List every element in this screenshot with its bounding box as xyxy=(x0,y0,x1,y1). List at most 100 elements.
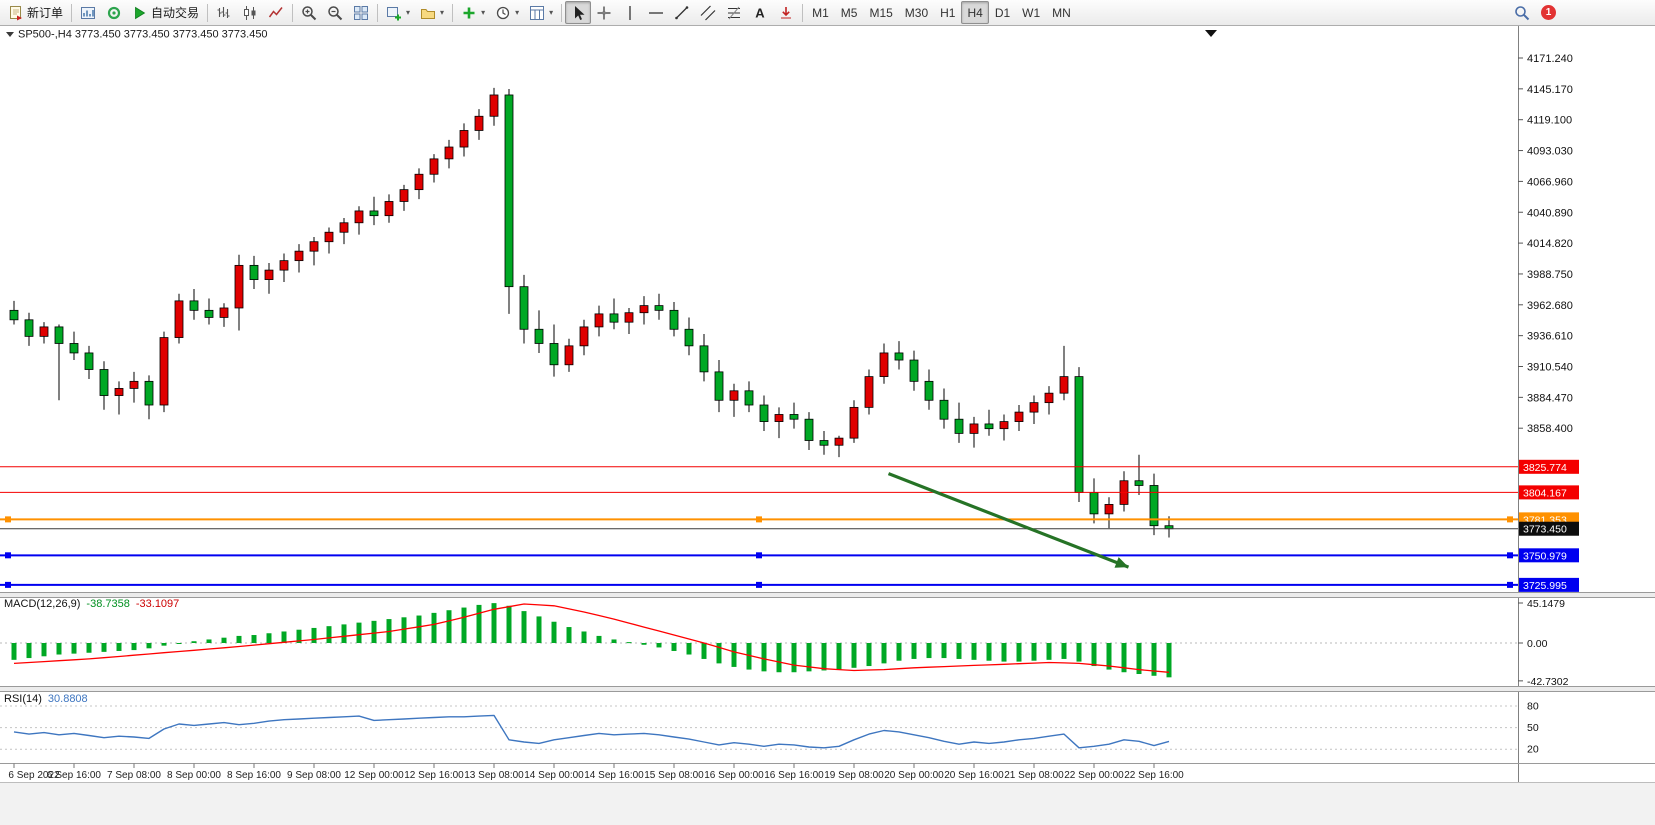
time-tick-label: 22 Sep 00:00 xyxy=(1064,770,1124,781)
line-chart-button[interactable] xyxy=(263,1,289,24)
chart-window-button[interactable] xyxy=(75,1,101,24)
trendline-button[interactable] xyxy=(669,1,695,24)
tf-m15-button[interactable]: M15 xyxy=(863,1,898,24)
notifications-badge[interactable]: 1 xyxy=(1541,5,1556,20)
dropdown-caret-icon: ▾ xyxy=(406,8,411,17)
zoom-in-button[interactable] xyxy=(296,1,322,24)
time-tick-label: 16 Sep 00:00 xyxy=(704,770,764,781)
new-chart-button[interactable]: ▾ xyxy=(381,1,415,24)
price-tick-label: 3988.750 xyxy=(1527,269,1573,281)
chart-canvas[interactable]: 4171.240 4145.170 4119.100 4093.030 4066.960… xyxy=(0,26,1655,825)
cursor-button[interactable] xyxy=(565,1,592,24)
zoom-in-icon xyxy=(302,5,317,20)
tf-m1-button[interactable]: M1 xyxy=(806,1,835,24)
rsi-axis-label: 50 xyxy=(1527,722,1539,734)
tf-w1-button[interactable]: W1 xyxy=(1016,1,1046,24)
search-button[interactable] xyxy=(1509,1,1535,24)
symbol-ohlc-text: SP500-,H4 3773.450 3773.450 3773.450 377… xyxy=(18,29,268,41)
periods-button[interactable]: ▾ xyxy=(490,1,524,24)
symbol-dropdown-icon[interactable] xyxy=(6,32,14,37)
tf-h1-button[interactable]: H1 xyxy=(934,1,961,24)
price-tick-label: 4014.820 xyxy=(1527,238,1573,250)
templates-button[interactable]: ▾ xyxy=(524,1,558,24)
line-handle xyxy=(756,516,762,523)
tf-m15-button-label: M15 xyxy=(869,5,893,20)
toolbar-separator xyxy=(292,3,294,22)
macd-axis-label: -42.7302 xyxy=(1527,676,1569,688)
line-chart-icon xyxy=(268,6,283,17)
price-tick-label: 4093.030 xyxy=(1527,146,1573,158)
line-handle xyxy=(756,581,762,588)
time-tick-label: 9 Sep 08:00 xyxy=(287,770,341,781)
search-icon xyxy=(1515,5,1530,20)
time-tick-label: 13 Sep 08:00 xyxy=(464,770,524,781)
price-tick-label: 4171.240 xyxy=(1527,53,1573,65)
toolbar-separator xyxy=(561,3,563,22)
profiles-button[interactable]: ▾ xyxy=(415,1,449,24)
auto-trading-button[interactable]: 自动交易 xyxy=(127,1,204,24)
arrows-button[interactable] xyxy=(773,1,799,24)
price-tick-label: 3936.610 xyxy=(1527,331,1573,343)
channel-button[interactable] xyxy=(695,1,721,24)
bars-chart-icon xyxy=(217,6,230,18)
fibonacci-button[interactable] xyxy=(721,1,747,24)
crosshair-button[interactable] xyxy=(591,1,617,24)
rsi-line xyxy=(13,714,1170,749)
time-tick-label: 12 Sep 00:00 xyxy=(344,770,404,781)
trend-arrow[interactable] xyxy=(887,472,1130,569)
toolbar-separator xyxy=(802,3,804,22)
tf-h4-button[interactable]: H4 xyxy=(961,1,989,24)
line-handle xyxy=(1507,581,1513,588)
tile-windows-button[interactable] xyxy=(348,1,374,24)
profiles-icon xyxy=(421,8,436,19)
tf-d1-button[interactable]: D1 xyxy=(989,1,1016,24)
bars-chart-button[interactable] xyxy=(211,1,237,24)
dropdown-caret-icon: ▾ xyxy=(440,8,445,17)
chart-shift-marker-icon[interactable] xyxy=(1205,30,1217,37)
time-tick-label: 12 Sep 16:00 xyxy=(404,770,464,781)
auto-trading-button-label: 自动交易 xyxy=(151,6,200,20)
data-window-button[interactable] xyxy=(101,1,127,24)
tf-m5-button-label: M5 xyxy=(840,5,858,20)
zoom-out-button[interactable] xyxy=(322,1,348,24)
time-tick-label: 15 Sep 08:00 xyxy=(644,770,704,781)
svg-text:3773.450: 3773.450 xyxy=(1523,524,1567,536)
price-tick-label: 3962.680 xyxy=(1527,300,1573,312)
chart-ohlc-header: SP500-,H4 3773.450 3773.450 3773.450 377… xyxy=(6,29,268,41)
price-tick-label: 3884.470 xyxy=(1527,392,1573,404)
tf-mn-button[interactable]: MN xyxy=(1046,1,1077,24)
horizontal-line-button[interactable] xyxy=(643,1,669,24)
tf-m30-button-label: M30 xyxy=(904,5,929,20)
panel-separator[interactable] xyxy=(0,686,1655,692)
tf-m30-button[interactable]: M30 xyxy=(899,1,934,24)
horizontal-line[interactable] xyxy=(0,581,1518,588)
horizontal-line[interactable] xyxy=(0,516,1518,523)
time-tick-label: 20 Sep 16:00 xyxy=(944,770,1004,781)
candles-chart-button[interactable] xyxy=(237,1,263,24)
indicators-button[interactable]: ▾ xyxy=(456,1,490,24)
new-order-button[interactable]: 新订单 xyxy=(3,1,68,24)
macd-axis-label: 45.1479 xyxy=(1527,598,1565,610)
zoom-out-icon xyxy=(328,5,343,20)
time-tick-label: 7 Sep 08:00 xyxy=(107,770,161,781)
vertical-line-button[interactable] xyxy=(617,1,643,24)
new-order-button-label: 新订单 xyxy=(27,6,64,20)
panel-separator[interactable] xyxy=(0,592,1655,598)
tf-m1-button-label: M1 xyxy=(812,5,829,20)
time-tick-label: 6 Sep 16:00 xyxy=(47,770,101,781)
chart-window-icon xyxy=(81,6,96,19)
macd-panel xyxy=(0,603,1518,678)
add-indicator-icon xyxy=(463,7,475,18)
price-tick-label: 3910.540 xyxy=(1527,362,1573,374)
horizontal-line[interactable] xyxy=(0,552,1518,559)
tf-m5-button[interactable]: M5 xyxy=(835,1,864,24)
svg-text:3825.774: 3825.774 xyxy=(1523,462,1567,474)
rsi-axis-label: 80 xyxy=(1527,701,1539,713)
toolbar-separator xyxy=(71,3,73,22)
trendline-icon xyxy=(675,5,689,19)
svg-text:3804.167: 3804.167 xyxy=(1523,487,1567,499)
new-order-icon xyxy=(10,5,22,20)
text-button[interactable]: A xyxy=(747,1,773,24)
